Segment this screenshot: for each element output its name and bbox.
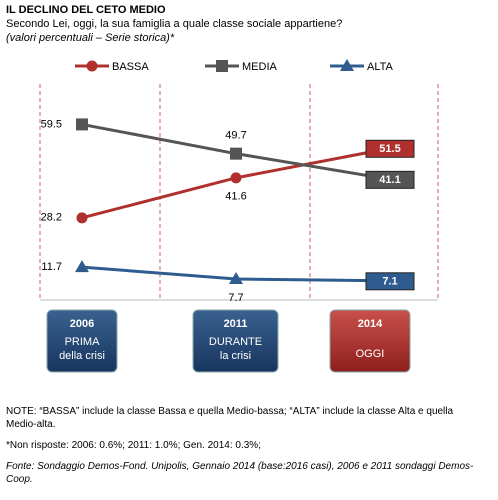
value-box — [365, 272, 415, 291]
legend-label: MEDIA — [242, 61, 278, 73]
category-note: PRIMA — [65, 336, 101, 348]
value-label: 41.1 — [379, 174, 400, 186]
value-box — [365, 170, 415, 189]
category-note: della crisi — [59, 350, 105, 362]
category-note: OGGI — [356, 348, 385, 360]
category-box — [46, 309, 118, 373]
marker — [75, 260, 89, 273]
separators — [39, 84, 439, 300]
value-label: 59.5 — [41, 118, 62, 130]
value-label: 49.7 — [225, 130, 246, 142]
value-label: 28.2 — [41, 212, 62, 224]
marker — [340, 59, 354, 71]
value-label: 51.5 — [379, 143, 400, 155]
marker — [76, 212, 88, 224]
note: *Non risposte: 2006: 0.6%; 2011: 1.0%; G… — [6, 440, 261, 451]
subtitle: Secondo Lei, oggi, la sua famiglia a qua… — [6, 18, 342, 30]
note: NOTE: “BASSA” include la classe Bassa e … — [6, 406, 454, 430]
value-label: 7.1 — [382, 276, 397, 288]
category-label: 2014 — [358, 318, 383, 330]
marker — [230, 172, 242, 184]
marker — [230, 147, 242, 160]
category-note: la crisi — [220, 350, 251, 362]
category-note: DURANTE — [209, 336, 262, 348]
chart: IL DECLINO DEL CETO MEDIO Secondo Lei, o… — [6, 4, 439, 373]
marker — [229, 272, 243, 285]
category-label: 2011 — [224, 318, 248, 330]
chart-title: IL DECLINO DEL CETO MEDIO — [6, 4, 166, 16]
value-label: 7.7 — [228, 292, 243, 304]
value-label: 41.6 — [225, 191, 246, 203]
value-box — [365, 139, 415, 158]
category-box — [329, 309, 411, 373]
legend-label: BASSA — [112, 61, 149, 73]
category-label: 2006 — [70, 318, 94, 330]
source: Fonte: Sondaggio Demos-Fond. Unipolis, G… — [6, 461, 474, 485]
subtitle: (valori percentuali – Serie storica)* — [6, 32, 175, 44]
marker — [76, 118, 88, 131]
notes: NOTE: “BASSA” include la classe Bassa e … — [6, 405, 486, 494]
category-box — [192, 309, 279, 373]
marker — [216, 60, 228, 72]
legend-label: ALTA — [367, 61, 394, 73]
marker — [86, 60, 98, 72]
value-label: 11.7 — [41, 261, 62, 273]
